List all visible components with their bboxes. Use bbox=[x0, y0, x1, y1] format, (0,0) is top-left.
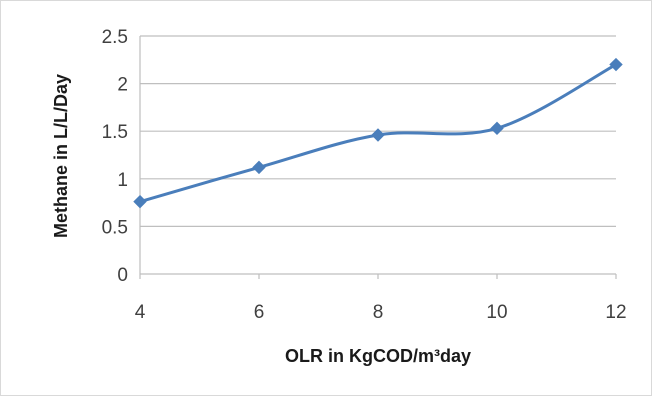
x-tick-label: 10 bbox=[486, 302, 507, 323]
y-tick-label: 1.5 bbox=[102, 122, 128, 143]
x-tick-label: 4 bbox=[135, 302, 146, 323]
y-tick-label: 2.5 bbox=[102, 27, 128, 48]
x-tick-label: 6 bbox=[254, 302, 265, 323]
data-point-marker bbox=[252, 160, 266, 175]
x-axis-title: OLR in KgCOD/m³day bbox=[285, 346, 471, 366]
y-tick-label: 1 bbox=[117, 170, 128, 191]
y-tick-label: 0.5 bbox=[102, 217, 128, 238]
data-point-marker bbox=[609, 57, 623, 72]
y-axis-tick-labels: 0 0.5 1 1.5 2 2.5 bbox=[102, 27, 128, 286]
data-point-marker bbox=[490, 121, 504, 136]
data-point-marker bbox=[133, 194, 147, 209]
y-tick-label: 2 bbox=[117, 75, 128, 96]
axes bbox=[139, 36, 617, 279]
data-point-marker bbox=[371, 128, 385, 142]
series-layer bbox=[133, 57, 623, 209]
y-tick-label: 0 bbox=[117, 265, 128, 286]
x-tick-label: 12 bbox=[605, 302, 626, 323]
x-axis-tick-labels: 4 6 8 10 12 bbox=[135, 302, 627, 323]
y-axis-title: Methane in L/L/Day bbox=[51, 74, 71, 238]
x-tick-label: 8 bbox=[373, 302, 384, 323]
